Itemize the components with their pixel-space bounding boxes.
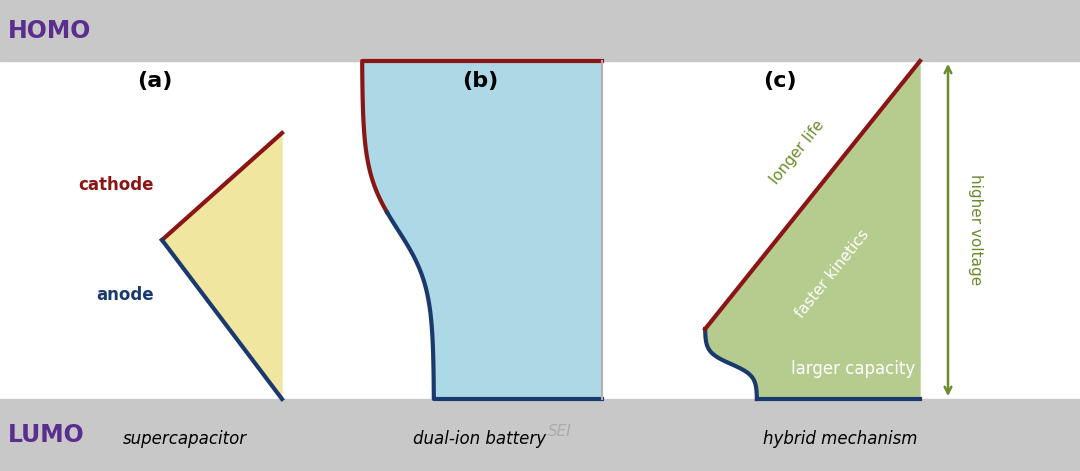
Text: LUMO: LUMO <box>8 423 84 447</box>
Text: anode: anode <box>96 286 154 304</box>
Text: SEI: SEI <box>549 424 572 439</box>
Text: higher voltage: higher voltage <box>969 174 984 285</box>
Text: (b): (b) <box>462 71 498 91</box>
Text: supercapacitor: supercapacitor <box>123 430 247 448</box>
Bar <box>0 399 1080 471</box>
Polygon shape <box>362 61 602 399</box>
Bar <box>0 0 1080 61</box>
Text: (c): (c) <box>764 71 797 91</box>
Polygon shape <box>162 133 282 399</box>
Polygon shape <box>705 61 920 399</box>
Text: (a): (a) <box>137 71 173 91</box>
Text: longer life: longer life <box>768 117 827 187</box>
Text: HOMO: HOMO <box>8 18 92 42</box>
Text: cathode: cathode <box>79 176 154 194</box>
Text: hybrid mechanism: hybrid mechanism <box>762 430 917 448</box>
Text: larger capacity: larger capacity <box>792 360 916 378</box>
Text: faster kinetics: faster kinetics <box>793 227 873 321</box>
Text: dual-ion battery: dual-ion battery <box>414 430 546 448</box>
